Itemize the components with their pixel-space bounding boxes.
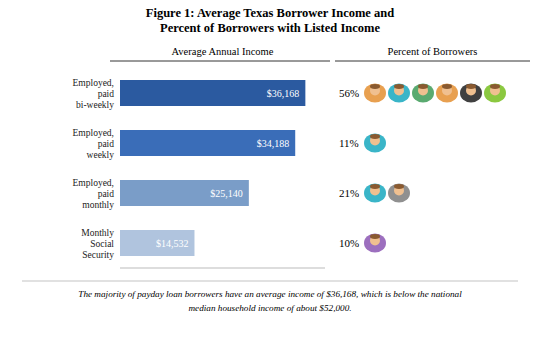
text-line: bi-weekly <box>76 100 114 110</box>
background <box>0 0 540 356</box>
data-label: $14,532 <box>156 238 189 249</box>
person-icon <box>364 84 386 103</box>
person-hair <box>442 84 452 89</box>
footnote-separator <box>22 281 518 282</box>
person-icons <box>364 84 506 103</box>
title-line: Percent of Borrowers with Listed Income <box>160 21 380 35</box>
person-icon <box>388 184 410 203</box>
title: Figure 1: Average Texas Borrower Income … <box>146 6 394 35</box>
person-hair <box>490 84 500 89</box>
data-label: $25,140 <box>210 188 243 199</box>
person-hair <box>466 84 476 89</box>
text-line: paid <box>98 89 115 99</box>
person-icon <box>364 134 386 153</box>
text-line: Monthly <box>81 228 114 238</box>
person-icons <box>364 134 386 153</box>
person-icon <box>460 84 482 103</box>
y-tick-label: Employed,paidweekly <box>73 128 115 160</box>
text-line: paid <box>98 139 115 149</box>
bar <box>120 230 194 256</box>
person-hair <box>394 184 404 189</box>
data-label: $36,168 <box>267 88 300 99</box>
person-hair <box>370 134 380 139</box>
text-line: weekly <box>87 150 115 160</box>
bars <box>120 80 305 256</box>
percent-label: 56% <box>339 87 359 99</box>
person-icons <box>364 234 386 253</box>
person-hair <box>418 84 428 89</box>
text-line: Social <box>90 239 114 249</box>
bar <box>120 130 295 156</box>
text-line: paid <box>98 189 115 199</box>
footnote: The majority of payday loan borrowers ha… <box>78 289 462 299</box>
person-hair <box>370 234 380 239</box>
y-tick-label: Employed,paidmonthly <box>73 178 115 210</box>
percent-label: 21% <box>339 187 359 199</box>
y-tick-label: Employed,paidbi-weekly <box>73 78 115 110</box>
text-line: Employed, <box>73 178 114 188</box>
chart: Figure 1: Average Texas Borrower Income … <box>0 0 540 356</box>
person-icon <box>436 84 458 103</box>
title-line: Figure 1: Average Texas Borrower Income … <box>146 6 394 20</box>
header-underline <box>110 61 330 62</box>
text-line: Employed, <box>73 128 114 138</box>
person-icon <box>388 84 410 103</box>
header-underline <box>335 61 530 62</box>
text-line: Employed, <box>73 78 114 88</box>
person-icon <box>364 184 386 203</box>
person-icon <box>364 234 386 253</box>
person-icons <box>364 184 410 203</box>
person-icon <box>412 84 434 103</box>
footnote: median household income of about $52,000… <box>188 303 351 313</box>
x-axis-label: Average Annual Income <box>172 46 274 57</box>
person-icon <box>484 84 506 103</box>
x-axis-line <box>120 268 325 269</box>
text-line: Security <box>82 250 114 260</box>
panel-title: Percent of Borrowers <box>388 46 478 57</box>
percent-label: 11% <box>339 137 359 149</box>
bar <box>120 80 305 106</box>
y-tick-label: MonthlySocialSecurity <box>81 228 114 260</box>
data-label: $34,188 <box>257 138 290 149</box>
person-hair <box>370 84 380 89</box>
person-hair <box>370 184 380 189</box>
text-line: monthly <box>82 200 114 210</box>
bar <box>120 180 249 206</box>
person-hair <box>394 84 404 89</box>
percent-label: 10% <box>339 237 359 249</box>
